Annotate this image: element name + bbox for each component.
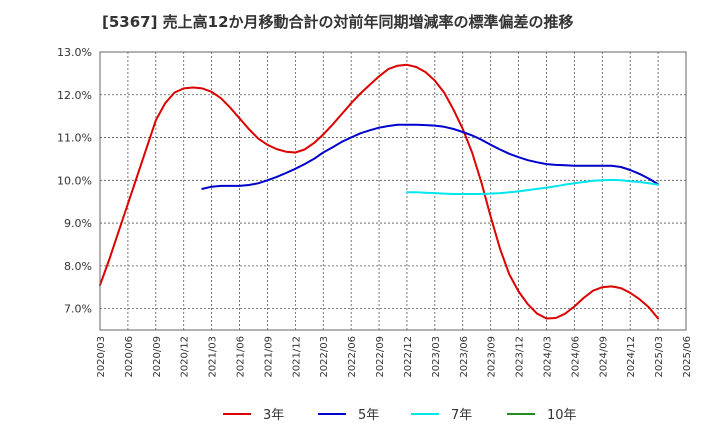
x-tick-label: 2022/12: [403, 336, 414, 378]
chart-title: [5367] 売上高12か月移動合計の対前年同期増減率の標準偏差の推移: [102, 13, 574, 31]
x-tick-label: 2022/09: [375, 336, 386, 378]
y-tick-label: 8.0%: [64, 260, 92, 273]
x-tick-label: 2020/12: [180, 336, 191, 378]
y-tick-label: 11.0%: [57, 132, 92, 145]
x-tick-label: 2020/09: [152, 336, 163, 378]
x-tick-label: 2022/06: [347, 336, 358, 378]
x-tick-label: 2025/03: [654, 336, 665, 378]
x-tick-label: 2023/09: [487, 336, 498, 378]
x-tick-label: 2024/03: [542, 336, 553, 378]
x-tick-label: 2024/06: [570, 336, 581, 378]
y-tick-label: 12.0%: [57, 89, 92, 102]
legend-label: 10年: [547, 408, 577, 423]
x-tick-label: 2020/06: [124, 336, 135, 378]
series-layer: [99, 63, 660, 320]
x-axis-ticks: 2020/03 2020/06 2020/09 2020/12 2021/03 2021/…: [96, 336, 693, 378]
x-tick-label: 2024/09: [598, 336, 609, 378]
x-tick-label: 2022/03: [319, 336, 330, 378]
x-tick-label: 2023/06: [459, 336, 470, 378]
x-tick-label: 2023/03: [431, 336, 442, 378]
series-line: [406, 178, 660, 195]
series-line: [99, 63, 660, 320]
series-line: [201, 123, 660, 190]
x-tick-label: 2021/03: [208, 336, 219, 378]
x-tick-label: 2024/12: [626, 336, 637, 378]
y-tick-label: 10.0%: [57, 174, 92, 187]
y-tick-label: 9.0%: [64, 217, 92, 230]
plot-frame: [99, 51, 687, 331]
legend: 3年 5年 7年 10年: [223, 408, 577, 423]
y-tick-label: 13.0%: [57, 46, 92, 59]
legend-label: 7年: [451, 408, 472, 423]
y-tick-label: 7.0%: [64, 303, 92, 316]
x-tick-label: 2020/03: [96, 336, 107, 378]
x-tick-label: 2021/09: [263, 336, 274, 378]
legend-label: 3年: [263, 408, 284, 423]
x-tick-label: 2025/06: [682, 336, 693, 378]
x-tick-label: 2023/12: [515, 336, 526, 378]
x-tick-label: 2021/06: [236, 336, 247, 378]
y-axis-ticks: 13.0% 12.0% 11.0% 10.0% 9.0% 8.0% 7.0%: [57, 46, 92, 316]
x-tick-label: 2021/12: [291, 336, 302, 378]
legend-label: 5年: [358, 408, 379, 423]
